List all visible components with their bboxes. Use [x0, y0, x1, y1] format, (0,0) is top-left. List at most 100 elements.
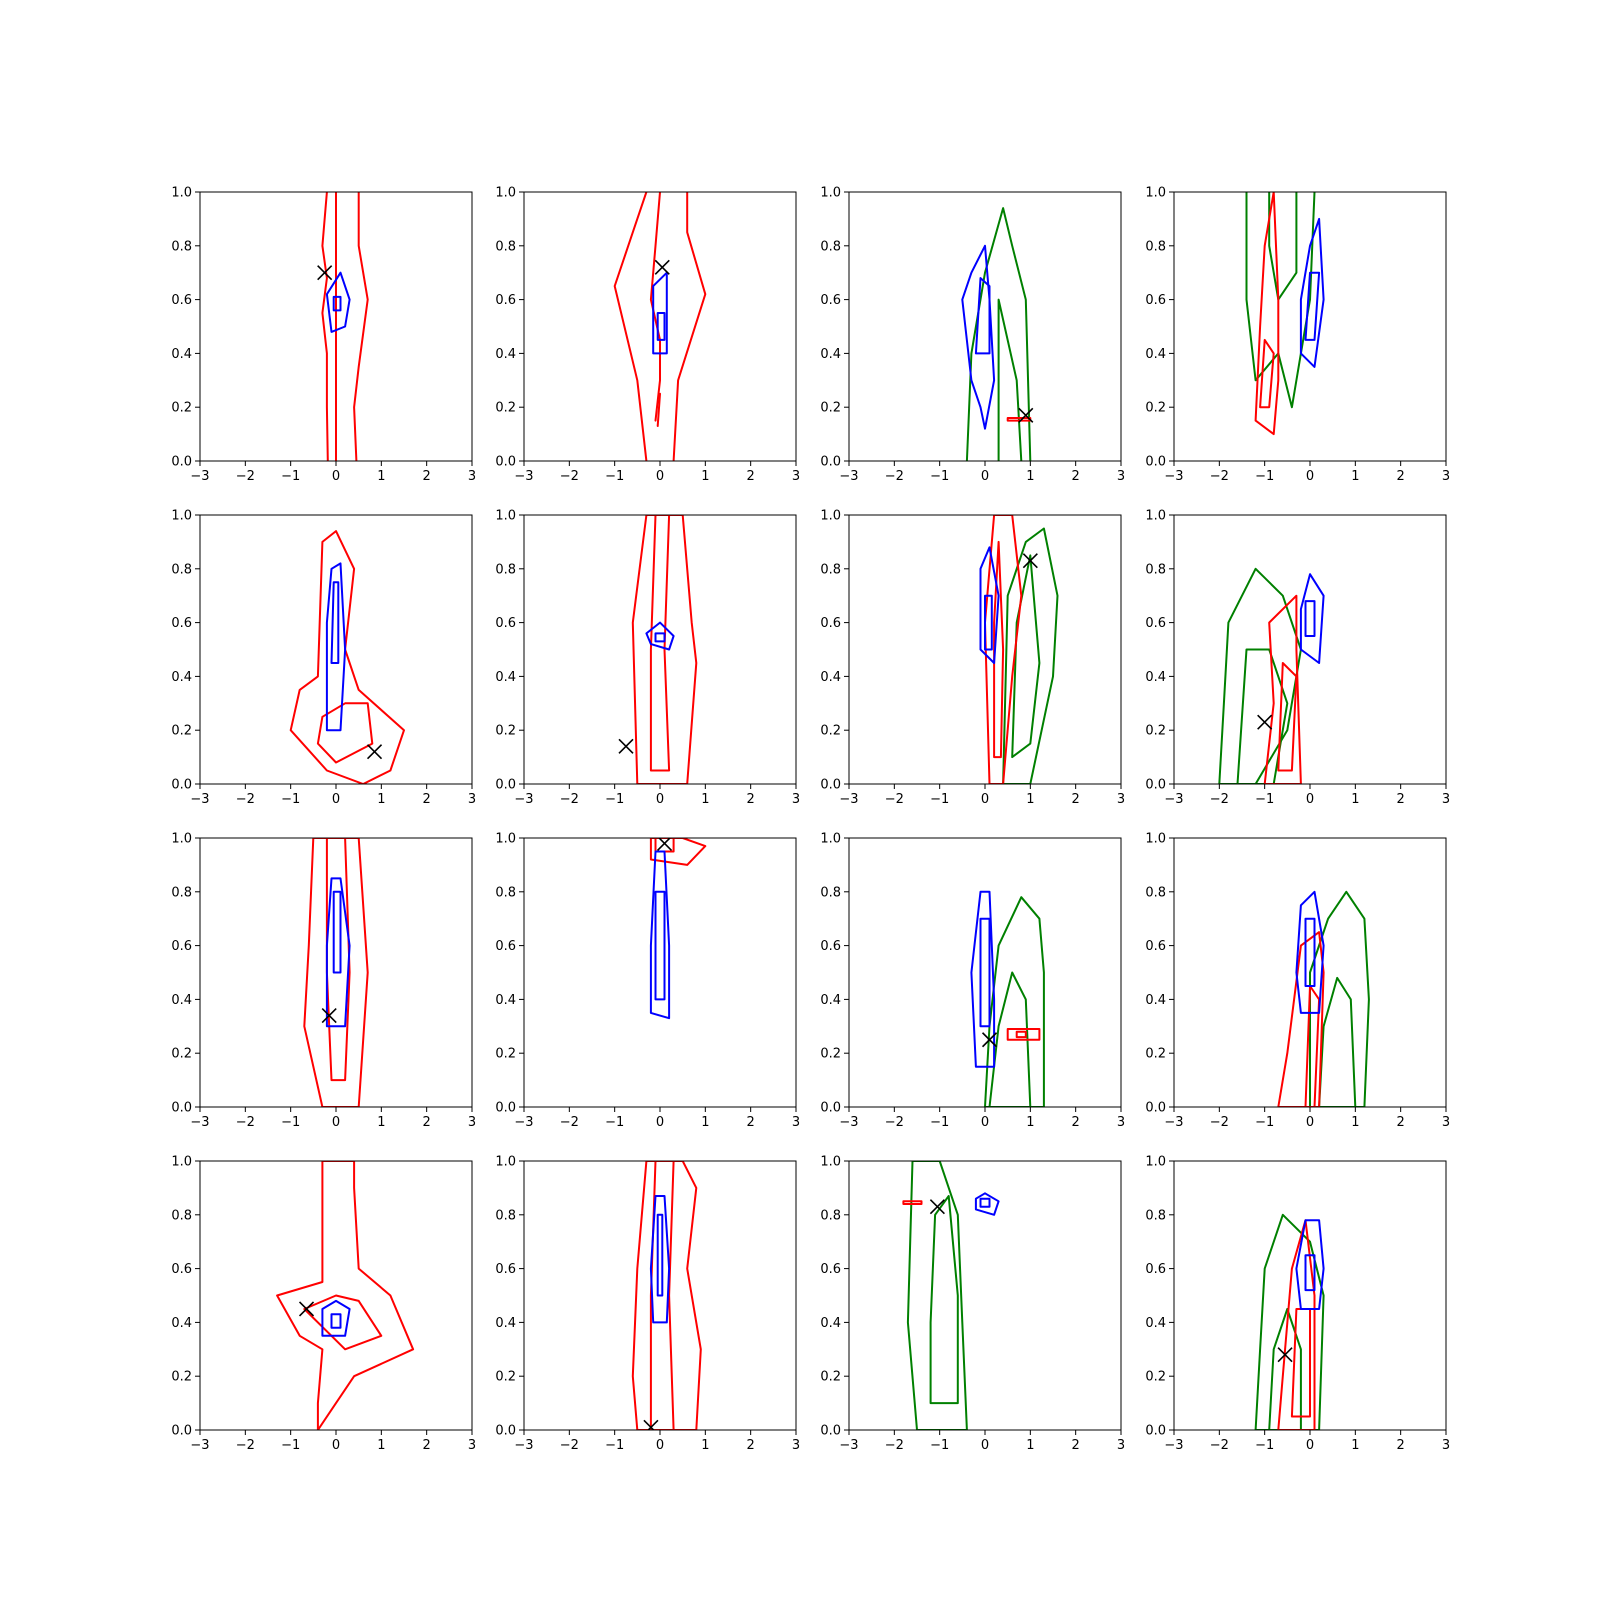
y-tick-label: 1.0	[495, 832, 516, 847]
y-tick-label: 0.2	[171, 401, 192, 416]
blue-contour-line	[974, 277, 991, 355]
x-tick-label: 0	[656, 1438, 664, 1453]
y-tick-label: 0.8	[495, 239, 516, 254]
y-tick-label: 0.8	[1145, 885, 1166, 900]
x-tick-label: −1	[281, 1115, 300, 1130]
plot-area	[961, 207, 1034, 461]
red-contour-line	[649, 192, 661, 422]
x-tick-label: 0	[656, 1115, 664, 1130]
x-tick-label: −2	[1210, 469, 1229, 484]
blue-contour-line	[1304, 600, 1316, 637]
x-tick-label: 2	[747, 1438, 755, 1453]
x-tick-label: −1	[930, 792, 949, 807]
green-contour-line	[984, 896, 1045, 1107]
x-tick-label: −3	[190, 469, 209, 484]
plot-area	[276, 1161, 415, 1430]
y-tick-label: 1.0	[820, 509, 841, 524]
x-tick-label: −2	[885, 469, 904, 484]
y-tick-label: 0.6	[1145, 616, 1166, 631]
red-contour-line	[303, 838, 369, 1107]
red-contour-line	[902, 1200, 923, 1205]
red-contour-line	[654, 838, 675, 853]
x-tick-label: 2	[1397, 792, 1405, 807]
y-tick-label: 0.4	[1145, 670, 1166, 685]
x-tick-label: −1	[605, 792, 624, 807]
x-tick-label: 0	[981, 1115, 989, 1130]
y-tick-label: 0.0	[495, 778, 516, 793]
subplot-3: −3 −2 −1 0 1 2 3 0.0 0.2 0.4 0.6 0.8 1.0	[820, 186, 1125, 485]
x-tick-label: 1	[1351, 792, 1359, 807]
plot-area	[979, 515, 1059, 784]
x-tick-label: 3	[468, 1438, 476, 1453]
x-tick-label: −1	[930, 1438, 949, 1453]
x-tick-label: 3	[792, 1438, 800, 1453]
y-tick-label: 0.2	[171, 1047, 192, 1062]
plot-area	[1218, 567, 1325, 784]
red-contour-line	[672, 192, 707, 461]
subplot-6: −3 −2 −1 0 1 2 3 0.0 0.2 0.4 0.6 0.8 1.0	[495, 509, 800, 808]
x-tick-label: −3	[839, 792, 858, 807]
y-tick-label: 1.0	[171, 1155, 192, 1170]
x-tick-label: −1	[1255, 1438, 1274, 1453]
y-tick-label: 0.4	[495, 1316, 516, 1331]
y-tick-label: 0.8	[820, 562, 841, 577]
y-tick-label: 0.4	[820, 347, 841, 362]
y-tick-label: 0.2	[171, 1370, 192, 1385]
green-contour-line	[929, 1195, 959, 1405]
x-tick-label: 1	[1351, 469, 1359, 484]
y-tick-label: 0.2	[495, 1370, 516, 1385]
x-tick-label: −2	[885, 1115, 904, 1130]
subplot-4: −3 −2 −1 0 1 2 3 0.0 0.2 0.4 0.6 0.8 1.0	[1145, 186, 1450, 485]
red-contour-line	[1006, 1028, 1041, 1041]
y-tick-label: 0.0	[1145, 778, 1166, 793]
blue-contour-line	[654, 890, 666, 1001]
x-tick-label: −1	[605, 1438, 624, 1453]
plot-area	[1254, 1213, 1325, 1430]
x-tick-label: −1	[1255, 1115, 1274, 1130]
x-tick-label: 3	[1442, 1438, 1450, 1453]
x-tick-label: −3	[514, 792, 533, 807]
red-contour-line	[631, 515, 698, 784]
subplot-grid: −3 −2 −1 0 1 2 3 0.0 0.2 0.4 0.6 0.8 1.0 −3 −2 −1 0 1 2 3 0.…	[171, 186, 1450, 1454]
x-tick-label: −2	[885, 792, 904, 807]
x-tick-label: −2	[236, 1438, 255, 1453]
y-tick-label: 0.0	[495, 1101, 516, 1116]
subplot-16: −3 −2 −1 0 1 2 3 0.0 0.2 0.4 0.6 0.8 1.0	[1145, 1155, 1450, 1454]
y-tick-label: 0.6	[1145, 1262, 1166, 1277]
blue-contour-line	[321, 1299, 351, 1337]
x-tick-label: −3	[190, 792, 209, 807]
x-marker	[1018, 407, 1034, 423]
red-contour-line	[649, 515, 671, 772]
x-marker	[981, 1032, 998, 1048]
y-tick-label: 0.8	[495, 1208, 516, 1223]
y-tick-label: 0.8	[495, 562, 516, 577]
y-tick-label: 0.4	[1145, 347, 1166, 362]
blue-contour-line	[654, 632, 666, 643]
y-tick-label: 0.4	[171, 993, 192, 1008]
red-contour-line	[656, 392, 661, 427]
blue-contour-line	[330, 1313, 342, 1329]
red-contour-line	[1015, 1030, 1027, 1039]
y-tick-label: 0.4	[1145, 993, 1166, 1008]
subplot-2: −3 −2 −1 0 1 2 3 0.0 0.2 0.4 0.6 0.8 1.0	[495, 186, 800, 485]
blue-contour-line	[332, 295, 342, 312]
x-tick-label: 1	[1026, 1115, 1034, 1130]
plot-area	[303, 838, 369, 1107]
red-contour-line	[649, 1161, 675, 1430]
y-tick-label: 0.4	[495, 347, 516, 362]
x-tick-label: 1	[1026, 1438, 1034, 1453]
y-tick-label: 0.4	[820, 670, 841, 685]
x-tick-label: 2	[1072, 469, 1080, 484]
x-marker	[929, 1199, 945, 1215]
subplot-10: −3 −2 −1 0 1 2 3 0.0 0.2 0.4 0.6 0.8 1.0	[495, 832, 800, 1131]
subplot-13: −3 −2 −1 0 1 2 3 0.0 0.2 0.4 0.6 0.8 1.0	[171, 1155, 476, 1454]
x-tick-label: 0	[1306, 1115, 1314, 1130]
red-contour-line	[1263, 594, 1302, 784]
red-contour-line	[303, 1294, 383, 1351]
x-tick-label: 1	[1351, 1115, 1359, 1130]
blue-contour-line	[1295, 1219, 1325, 1310]
y-tick-label: 1.0	[1145, 509, 1166, 524]
x-tick-label: −3	[839, 1438, 858, 1453]
y-tick-label: 1.0	[495, 186, 516, 201]
